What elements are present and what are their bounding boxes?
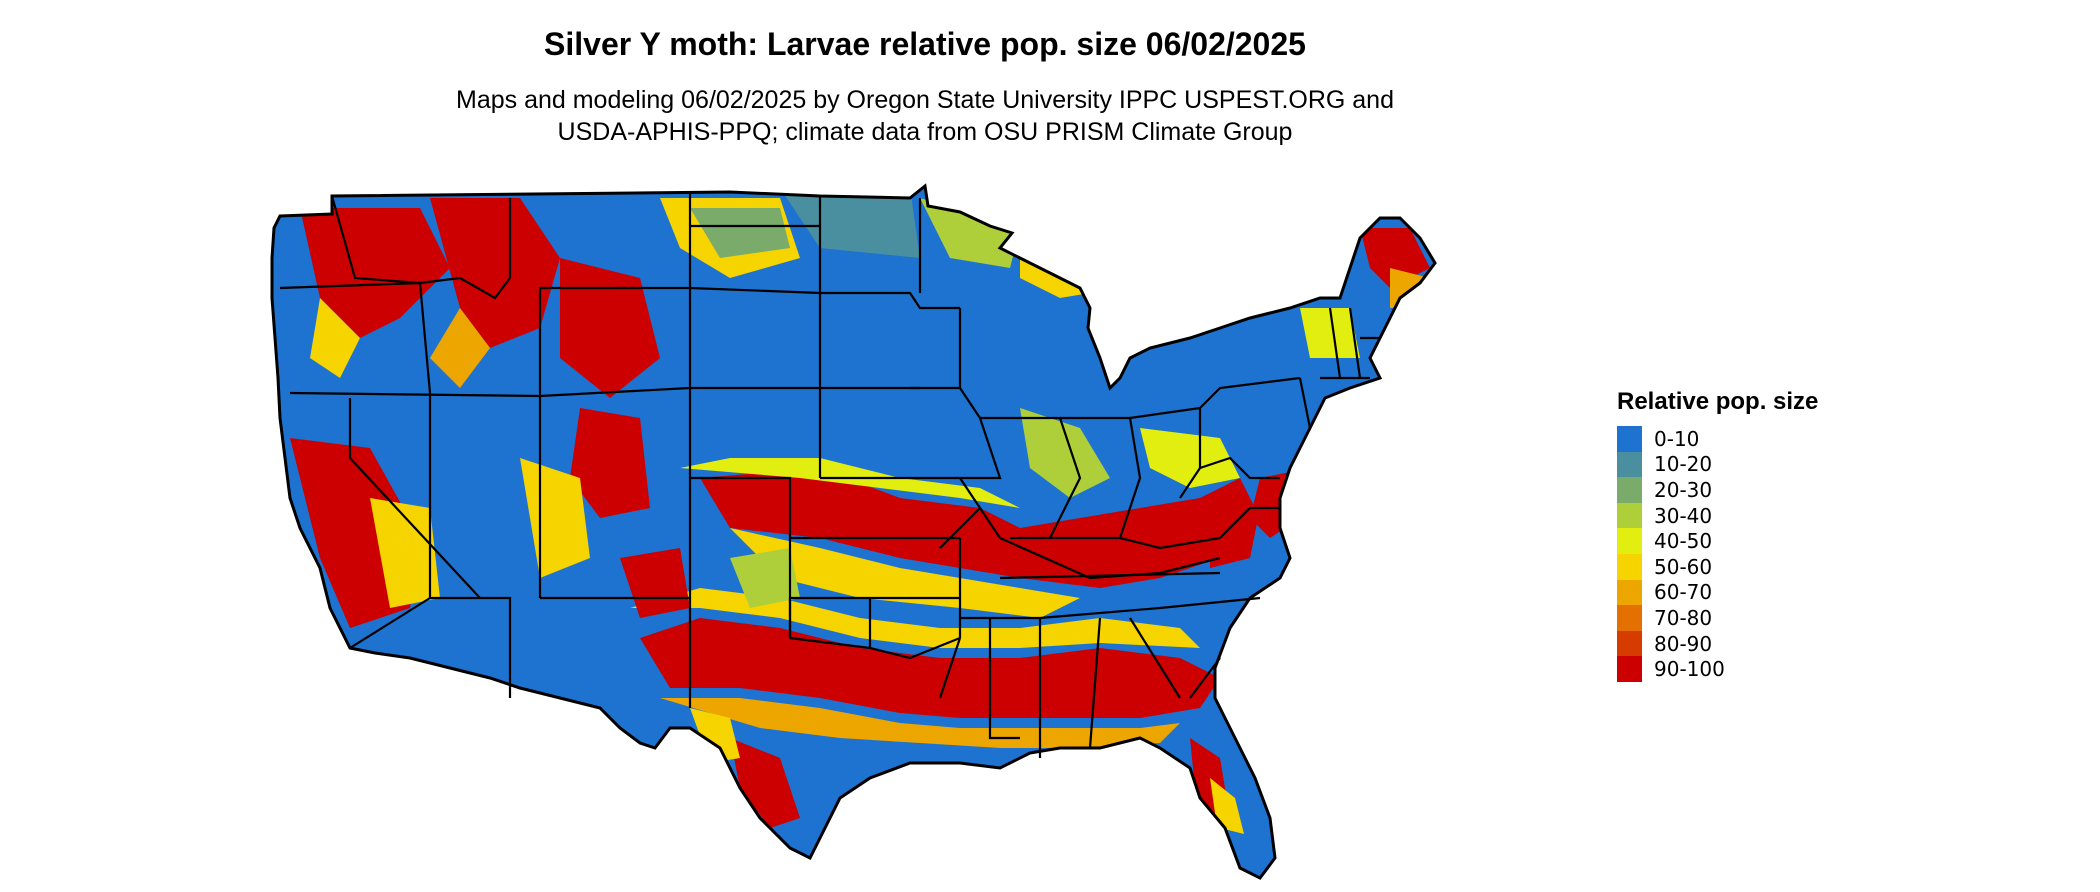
legend-swatch (1617, 630, 1642, 657)
legend-item: 60-70 (1617, 579, 1877, 606)
legend-item: 30-40 (1617, 502, 1877, 529)
legend-label: 90-100 (1654, 657, 1725, 682)
legend-label: 80-90 (1654, 631, 1713, 656)
legend-label: 70-80 (1654, 605, 1713, 630)
legend-swatch (1617, 553, 1642, 580)
state-borders (270, 183, 1437, 880)
legend-swatch (1617, 502, 1642, 529)
legend-label: 10-20 (1654, 452, 1713, 477)
map-title: Silver Y moth: Larvae relative pop. size… (544, 26, 1306, 62)
legend-label: 40-50 (1654, 529, 1713, 554)
map-subtitle: Maps and modeling 06/02/2025 by Oregon S… (0, 84, 1850, 148)
legend-swatch (1617, 579, 1642, 606)
state-lines (279, 192, 1380, 758)
map-legend: Relative pop. size 0-10 10-20 20-30 30-40 40… (1617, 388, 1877, 682)
us-map-svg (270, 183, 1437, 880)
legend-item: 40-50 (1617, 528, 1877, 554)
legend-label: 20-30 (1654, 477, 1713, 502)
legend-label: 60-70 (1654, 580, 1713, 605)
legend-title: Relative pop. size (1617, 388, 1819, 415)
legend-item: 0-10 (1617, 426, 1877, 452)
legend-label: 0-10 (1654, 426, 1700, 451)
legend-swatch (1617, 426, 1642, 452)
legend-label: 30-40 (1654, 503, 1713, 528)
legend-item: 50-60 (1617, 553, 1877, 580)
legend-items: 0-10 10-20 20-30 30-40 40-50 50-60 60-70 70-80 8… (1617, 426, 1877, 682)
subtitle-line-1: Maps and modeling 06/02/2025 by Oregon S… (456, 86, 1394, 114)
legend-swatch (1617, 451, 1642, 478)
us-map (260, 178, 1590, 888)
legend-swatch (1617, 477, 1642, 503)
legend-swatch (1617, 605, 1642, 631)
legend-label: 50-60 (1654, 554, 1713, 579)
legend-item: 20-30 (1617, 477, 1877, 503)
subtitle-line-2: USDA-APHIS-PPQ; climate data from OSU PR… (557, 118, 1293, 146)
legend-item: 90-100 (1617, 656, 1877, 682)
legend-item: 80-90 (1617, 630, 1877, 657)
population-raster (272, 186, 1435, 878)
legend-swatch (1617, 656, 1642, 682)
legend-item: 10-20 (1617, 451, 1877, 478)
legend-item: 70-80 (1617, 605, 1877, 631)
legend-swatch (1617, 528, 1642, 554)
